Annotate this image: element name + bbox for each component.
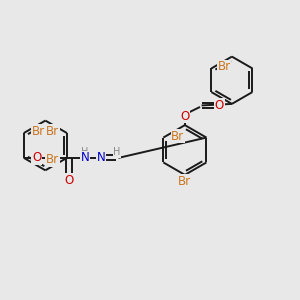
Text: O: O [32, 152, 41, 164]
Text: Br: Br [218, 60, 231, 74]
Text: N: N [81, 152, 89, 164]
Text: Br: Br [178, 175, 191, 188]
Text: H: H [81, 147, 89, 158]
Text: Br: Br [32, 125, 45, 138]
Text: Br: Br [46, 125, 59, 138]
Text: Br: Br [46, 153, 59, 166]
Text: O: O [180, 110, 190, 122]
Text: H: H [113, 147, 121, 158]
Text: Br: Br [171, 130, 184, 142]
Text: O: O [65, 174, 74, 187]
Text: N: N [97, 152, 105, 164]
Text: O: O [215, 99, 224, 112]
